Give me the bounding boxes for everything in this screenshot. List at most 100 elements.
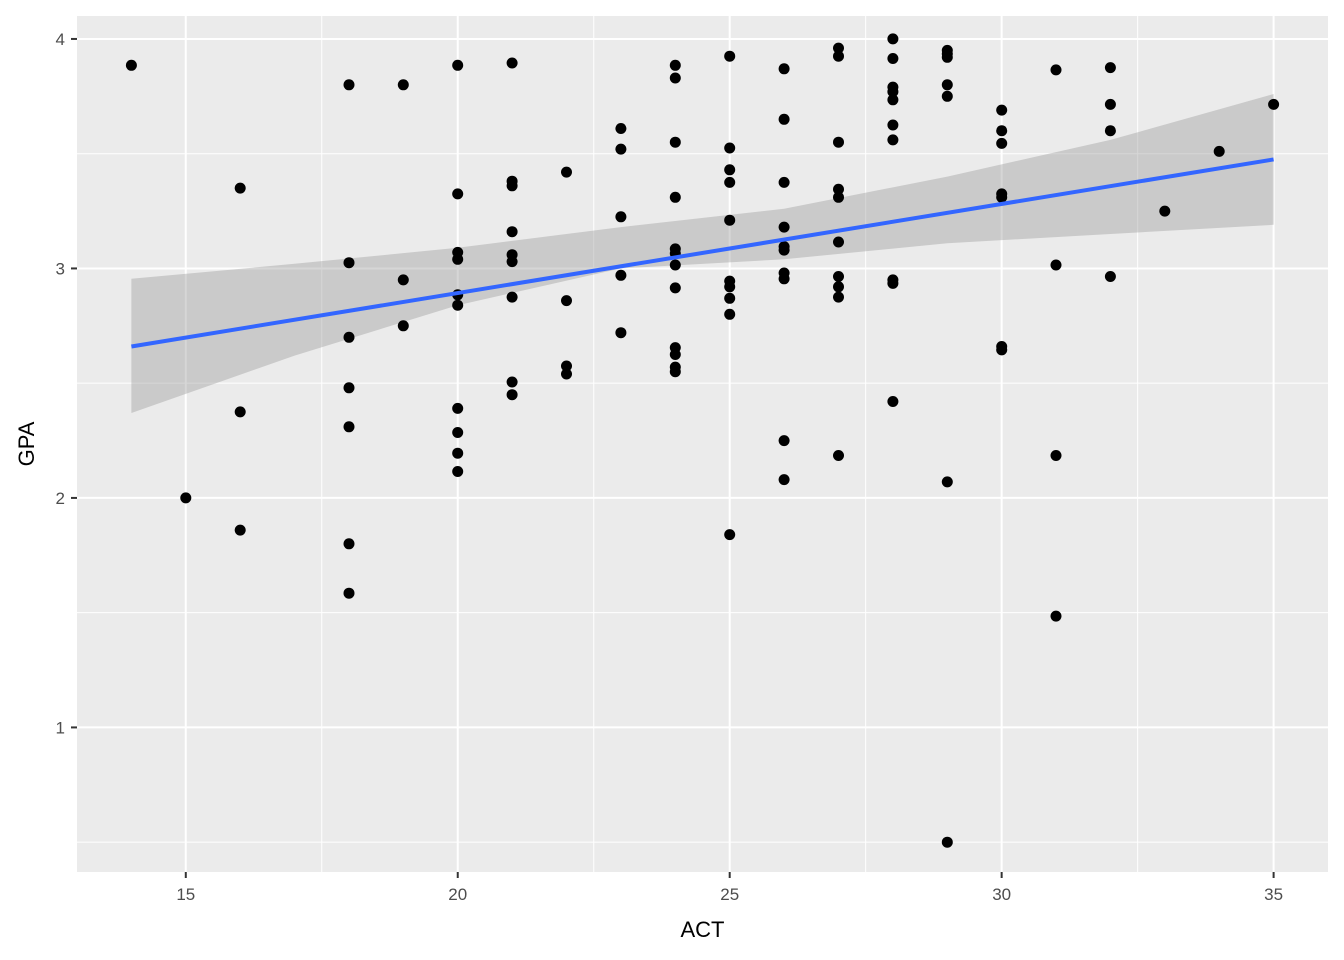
data-point <box>669 282 681 294</box>
data-point <box>452 427 464 438</box>
data-point <box>778 221 790 233</box>
data-point <box>887 119 899 131</box>
data-point <box>343 331 355 343</box>
data-point <box>343 587 355 599</box>
data-point <box>561 166 572 178</box>
data-point <box>887 86 899 98</box>
data-point <box>833 281 844 293</box>
data-point <box>778 474 790 486</box>
data-point <box>724 164 736 176</box>
data-point <box>887 277 899 289</box>
data-point <box>833 42 844 54</box>
data-point <box>941 90 953 102</box>
data-point <box>452 188 464 200</box>
data-point <box>343 538 355 550</box>
data-points <box>125 33 1280 848</box>
data-point <box>669 366 681 378</box>
data-point <box>996 191 1008 203</box>
data-point <box>615 327 627 339</box>
data-point <box>506 291 518 303</box>
data-point <box>941 476 953 488</box>
x-tick-label: 15 <box>176 885 195 904</box>
x-tick-label: 25 <box>720 885 739 904</box>
data-point <box>887 134 899 146</box>
data-point <box>833 291 844 303</box>
data-point <box>833 183 844 195</box>
data-point <box>833 50 844 62</box>
data-point <box>1104 125 1116 137</box>
data-point <box>724 142 736 154</box>
data-point <box>724 281 736 293</box>
data-point <box>615 269 627 281</box>
data-point <box>724 214 736 226</box>
data-point <box>778 176 790 188</box>
y-tick-label: 4 <box>56 30 65 49</box>
data-point <box>778 113 790 125</box>
data-point <box>996 344 1008 356</box>
data-point <box>669 59 681 71</box>
data-point <box>669 191 681 203</box>
data-point <box>234 406 246 418</box>
data-point <box>996 104 1008 116</box>
data-point <box>1050 450 1062 461</box>
data-point <box>343 382 355 394</box>
data-point <box>887 94 899 106</box>
data-point <box>1104 62 1116 74</box>
data-point <box>180 492 192 504</box>
data-point <box>452 402 464 414</box>
x-tick-label: 20 <box>448 885 467 904</box>
data-point <box>778 435 790 447</box>
data-point <box>669 349 681 360</box>
data-point <box>1213 145 1225 157</box>
data-point <box>941 836 953 848</box>
data-point <box>778 63 790 75</box>
data-point <box>125 59 137 71</box>
data-point <box>452 299 464 311</box>
y-tick-label: 1 <box>56 718 65 737</box>
data-point <box>724 529 736 541</box>
data-point <box>887 33 899 45</box>
data-point <box>452 253 464 265</box>
data-point <box>669 136 681 148</box>
data-point <box>615 143 627 155</box>
y-axis-ticks: 1 2 3 4 <box>56 30 77 737</box>
y-tick-label: 2 <box>56 489 65 508</box>
data-point <box>343 257 355 269</box>
data-point <box>724 50 736 62</box>
data-point <box>506 57 518 69</box>
data-point <box>397 79 409 91</box>
data-point <box>833 450 844 461</box>
data-point <box>1050 259 1062 271</box>
data-point <box>561 368 572 380</box>
data-point <box>397 320 409 332</box>
data-point <box>1159 205 1171 217</box>
data-point <box>234 182 246 194</box>
y-tick-label: 3 <box>56 259 65 278</box>
data-point <box>561 360 572 372</box>
data-point <box>724 308 736 320</box>
data-point <box>452 447 464 459</box>
data-point <box>724 176 736 188</box>
data-point <box>506 389 518 401</box>
data-point <box>996 125 1008 137</box>
x-tick-label: 35 <box>1264 885 1283 904</box>
data-point <box>452 59 464 71</box>
data-point <box>1050 64 1062 76</box>
data-point <box>887 53 899 64</box>
data-point <box>1268 98 1280 110</box>
data-point <box>941 79 953 91</box>
data-point <box>343 421 355 433</box>
data-point <box>778 273 790 285</box>
data-point <box>506 256 518 268</box>
x-tick-label: 30 <box>992 885 1011 904</box>
data-point <box>996 137 1008 149</box>
data-point <box>343 79 355 91</box>
data-point <box>615 211 627 223</box>
data-point <box>561 295 572 307</box>
data-point <box>833 236 844 248</box>
data-point <box>941 51 953 63</box>
major-gridlines <box>77 16 1328 872</box>
data-point <box>887 396 899 407</box>
data-point <box>669 72 681 84</box>
